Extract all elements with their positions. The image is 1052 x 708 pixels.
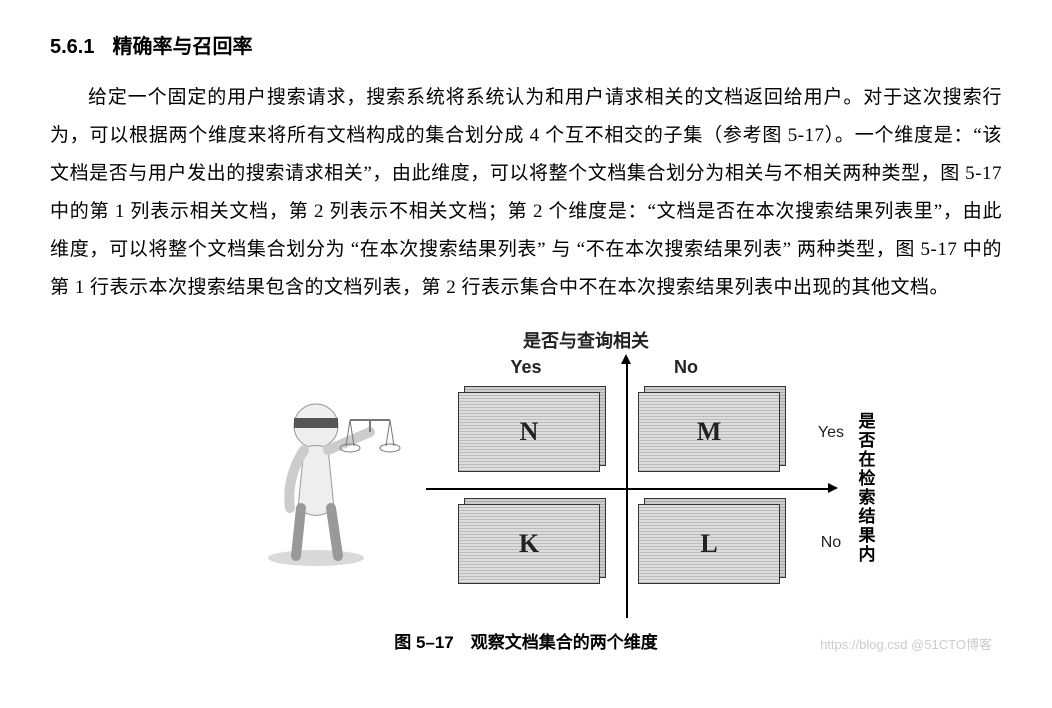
body-paragraph: 给定一个固定的用户搜索请求，搜索系统将系统认为和用户请求相关的文档返回给用户。对… — [50, 79, 1002, 307]
watermark-text: https://blog.csd @51CTO博客 — [820, 634, 992, 653]
section-number: 5.6.1 — [50, 36, 94, 58]
figure-top-axis-label: 是否与查询相关 — [170, 327, 1002, 353]
cell-L: L — [638, 504, 778, 582]
cell-M: M — [638, 392, 778, 470]
row-headers: Yes No — [818, 378, 844, 598]
axis-arrow-up — [621, 354, 631, 364]
cell-N: N — [458, 392, 598, 470]
figure-5-17: 是否与查询相关 — [50, 327, 1002, 653]
section-title-text: 精确率与召回率 — [112, 36, 252, 58]
confusion-matrix-grid: Yes No N M K — [446, 357, 806, 598]
justice-figure-icon — [246, 388, 406, 568]
figure-side-axis-label: 是否在检索结果内 — [854, 378, 876, 598]
vertical-axis — [626, 363, 628, 618]
section-heading: 5.6.1 精确率与召回率 — [50, 30, 1002, 59]
row-header-yes: Yes — [818, 378, 844, 488]
row-header-no: No — [818, 488, 844, 598]
col-header-yes: Yes — [446, 357, 606, 378]
cell-K: K — [458, 504, 598, 582]
horizontal-axis — [426, 488, 831, 490]
